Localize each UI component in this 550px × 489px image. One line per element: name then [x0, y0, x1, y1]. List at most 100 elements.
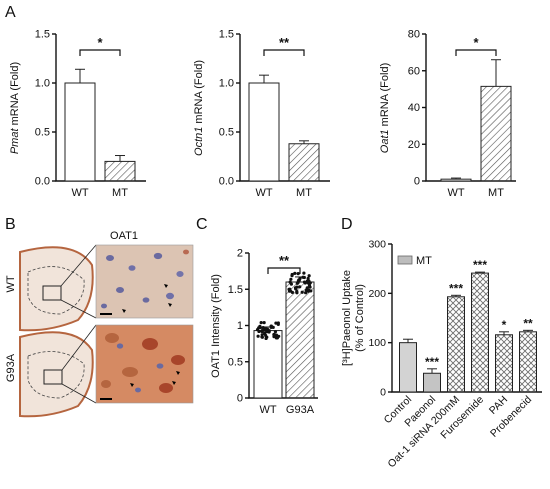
- x-tick-label: WT: [71, 187, 88, 199]
- bar: [447, 296, 465, 393]
- bar: [288, 143, 320, 182]
- y-tick-label: 80: [408, 29, 420, 41]
- data-point: [274, 321, 278, 325]
- bar: [423, 372, 441, 393]
- data-point: [295, 289, 299, 294]
- data-point: [265, 329, 269, 334]
- significance-bracket: [263, 49, 305, 56]
- y-axis-label: Octn1 mRNA (Fold): [193, 60, 205, 156]
- significance-marker: ***: [449, 281, 463, 295]
- data-point: [264, 333, 268, 338]
- data-point: [307, 288, 311, 292]
- y-axis-label-line1: [³H]Paeonol Uptake: [341, 270, 353, 366]
- significance-marker: *: [473, 35, 479, 50]
- y-tick-label: 1: [237, 320, 243, 332]
- zoom-tile-g93a: [95, 324, 194, 404]
- y-tick-label: 1.0: [35, 78, 50, 90]
- data-point: [305, 286, 309, 290]
- y-tick-label: 0.0: [219, 176, 234, 188]
- data-point: [288, 289, 293, 293]
- y-axis-label-unit: mRNA (Fold): [9, 62, 21, 129]
- y-tick-label: 0: [380, 387, 386, 399]
- significance-bracket: [455, 49, 497, 56]
- bar: [104, 160, 136, 182]
- oat1-intensity-chart: 0 0.5 1 1.5 2 WT G93A ** OAT1 Intensity (Fold): [210, 248, 318, 416]
- y-tick-label: 20: [408, 139, 420, 151]
- y-tick-label: 300: [368, 239, 386, 251]
- x-tick-label: WT: [259, 404, 276, 416]
- data-point: [294, 287, 298, 291]
- data-point: [289, 282, 293, 286]
- x-tick-label: MT: [488, 187, 504, 199]
- y-tick-label: 40: [408, 102, 420, 114]
- panel-label-d: D: [341, 216, 353, 233]
- data-point: [300, 290, 304, 294]
- y-tick-label: 60: [408, 65, 420, 77]
- significance-marker: **: [279, 253, 290, 268]
- bar: [399, 342, 417, 393]
- data-point: [302, 271, 306, 275]
- y-tick-label: 0: [414, 176, 420, 188]
- data-point: [302, 280, 307, 284]
- data-point: [275, 336, 279, 340]
- data-point: [307, 283, 312, 288]
- y-tick-label: 1.5: [228, 284, 243, 296]
- y-tick-label: 2: [237, 248, 243, 260]
- y-axis-label: Pmat mRNA (Fold): [9, 62, 21, 154]
- significance-marker: *: [97, 35, 103, 50]
- bar: [480, 85, 512, 182]
- y-axis-label: OAT1 Intensity (Fold): [210, 274, 222, 378]
- significance-marker: ***: [473, 258, 487, 272]
- data-point: [307, 274, 311, 278]
- y-tick-label: 1.0: [219, 78, 234, 90]
- significance-bracket: [267, 267, 301, 274]
- significance-marker: **: [523, 316, 533, 330]
- y-tick-label: 0.5: [219, 127, 234, 139]
- data-point: [259, 321, 263, 325]
- data-point: [260, 329, 264, 333]
- y-axis-label-gene: Pmat: [9, 128, 21, 155]
- y-axis-label-unit: mRNA (Fold): [379, 63, 391, 130]
- data-point: [308, 281, 312, 285]
- x-tick-label: G93A: [286, 404, 315, 416]
- row-label-g93a: G93A: [5, 353, 17, 382]
- y-tick-label: 0.0: [35, 176, 50, 188]
- data-point: [274, 333, 279, 337]
- panel-label-a: A: [5, 4, 16, 21]
- data-point: [301, 275, 305, 279]
- data-point: [296, 272, 300, 276]
- y-axis-label-gene: Octn1: [193, 127, 205, 156]
- y-axis-label-gene: Oat1: [379, 129, 391, 153]
- y-axis-label: Oat1 mRNA (Fold): [379, 63, 391, 153]
- section-g93a: [19, 324, 97, 418]
- data-point: [258, 324, 262, 328]
- y-tick-label: 1.5: [35, 29, 50, 41]
- y-tick-label: 0: [237, 393, 243, 405]
- y-axis-label-unit: mRNA (Fold): [193, 60, 205, 127]
- zoom-tile-wt: [95, 244, 194, 319]
- bar: [285, 281, 315, 399]
- bar: [253, 330, 283, 399]
- y-tick-label: 200: [368, 288, 386, 300]
- significance-marker: **: [279, 35, 290, 50]
- data-point: [256, 334, 260, 338]
- y-tick-label: 100: [368, 337, 386, 349]
- bar: [471, 272, 489, 393]
- data-point: [276, 322, 280, 326]
- legend-label: MT: [416, 255, 432, 267]
- x-tick-label: MT: [296, 187, 312, 199]
- data-point: [271, 325, 275, 329]
- data-point: [264, 336, 268, 341]
- bar: [519, 331, 537, 393]
- oat1-chart: 0 20 40 60 80 WT MT * Oat1 mRNA (Fold): [379, 29, 516, 199]
- y-tick-label: 0.5: [228, 356, 243, 368]
- data-point: [273, 330, 278, 334]
- data-point: [296, 279, 300, 283]
- significance-marker: ***: [425, 355, 439, 369]
- x-tick-label: WT: [255, 187, 272, 199]
- histology-panel: OAT1 WT G93A: [5, 230, 194, 418]
- data-point: [298, 276, 302, 281]
- x-tick-label: MT: [112, 187, 128, 199]
